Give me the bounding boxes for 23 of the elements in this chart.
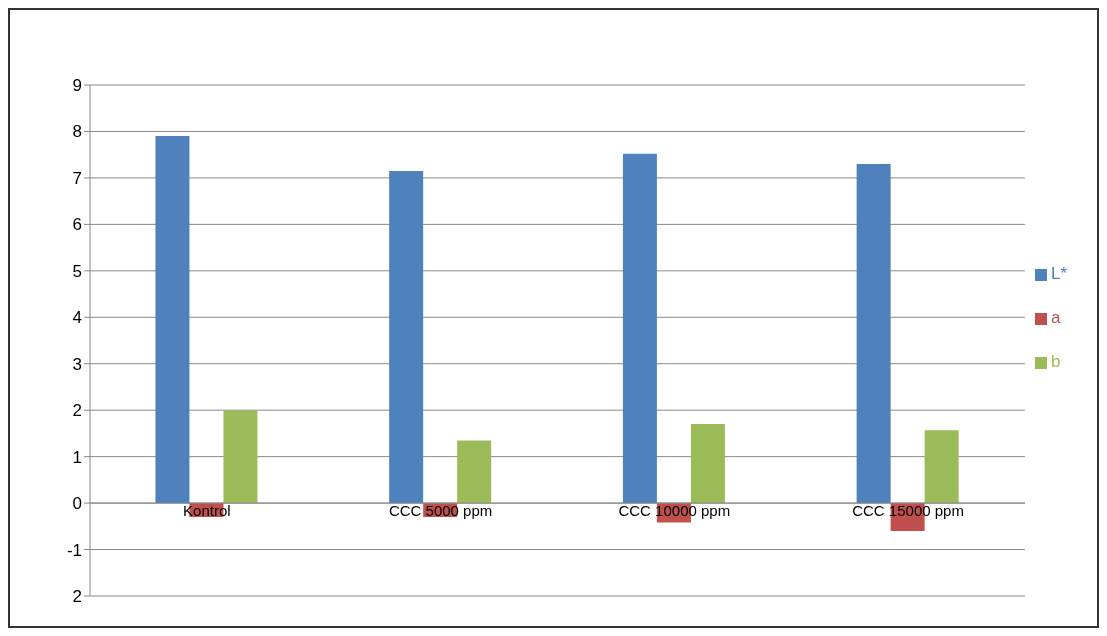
bar bbox=[457, 440, 492, 504]
bar bbox=[155, 136, 190, 504]
y-tick-label: 9 bbox=[72, 76, 82, 96]
bar bbox=[924, 430, 959, 504]
bar bbox=[622, 153, 657, 504]
bar bbox=[389, 170, 424, 504]
legend-label: a bbox=[1050, 308, 1061, 327]
bar bbox=[223, 410, 258, 504]
legend-label: L* bbox=[1050, 264, 1067, 283]
y-tick-label: 3 bbox=[72, 354, 82, 374]
y-tick-label: 5 bbox=[72, 261, 82, 281]
y-tick-label: 7 bbox=[72, 168, 82, 188]
legend-label: b bbox=[1050, 352, 1061, 371]
bar bbox=[690, 424, 725, 504]
y-tick-label: 8 bbox=[72, 122, 82, 142]
y-tick-label: 6 bbox=[72, 215, 82, 235]
y-tick-label: 1 bbox=[72, 447, 82, 467]
y-tick-label: 2 bbox=[72, 401, 82, 421]
y-tick-label: 0 bbox=[72, 494, 82, 514]
y-tick-label: -1 bbox=[66, 540, 82, 560]
y-tick-label: 4 bbox=[72, 308, 82, 328]
y-tick-label: 2 bbox=[72, 587, 82, 607]
bar bbox=[856, 163, 891, 504]
